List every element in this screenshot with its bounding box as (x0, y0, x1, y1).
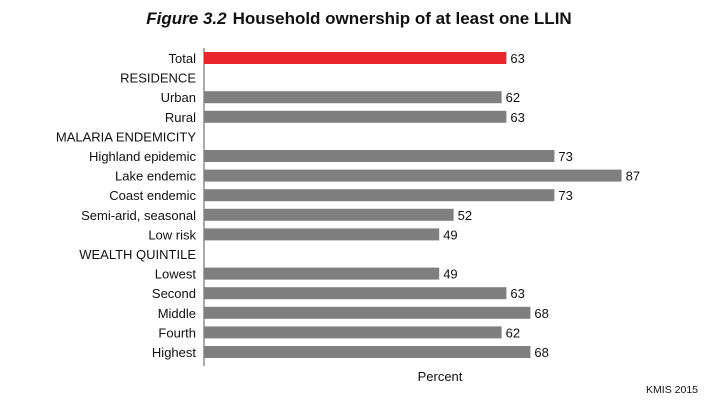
bar-highest (204, 346, 531, 358)
data-label-second: 63 (510, 286, 524, 301)
data-label-lake-endemic: 87 (626, 169, 640, 184)
category-label-low-risk: Low risk (148, 227, 196, 242)
bars-group: Total 63 RESIDENCE Urban 62 Rural 63 MALARIA EN… (56, 51, 640, 360)
data-label-middle: 68 (534, 306, 548, 321)
source-note: KMIS 2015 (646, 384, 698, 396)
category-label-highland-epidemic: Highland epidemic (89, 149, 196, 164)
category-label-middle: Middle (158, 306, 196, 321)
data-label-low-risk: 49 (443, 227, 457, 242)
bar-total (204, 52, 507, 64)
bar-low-risk (204, 228, 440, 241)
bar-rural (204, 110, 507, 123)
category-label-rural: Rural (165, 110, 196, 125)
bar-lake-endemic (204, 169, 622, 182)
bar-urban (204, 91, 502, 104)
data-label-rural: 63 (510, 110, 524, 125)
category-label-total: Total (169, 51, 197, 66)
data-label-semi-arid-seasonal: 52 (458, 208, 472, 223)
bar-coast-endemic (204, 189, 555, 202)
x-axis-label: Percent (418, 369, 463, 384)
category-label-urban: Urban (161, 90, 196, 105)
bar-lowest (204, 267, 440, 280)
bar-semi-arid-seasonal (204, 208, 454, 221)
data-label-highland-epidemic: 73 (558, 149, 572, 164)
data-label-total: 63 (510, 51, 524, 66)
category-label-highest: Highest (152, 345, 196, 360)
chart-title: Figure 3.2 Household ownership of at leas… (0, 9, 718, 29)
data-label-urban: 62 (506, 90, 520, 105)
category-label-lowest: Lowest (155, 267, 197, 282)
bar-highland-epidemic (204, 150, 555, 162)
category-label-wealth-quintile: WEALTH QUINTILE (79, 247, 196, 262)
bar-middle (204, 306, 531, 319)
category-label-lake-endemic: Lake endemic (115, 169, 196, 184)
category-label-residence: RESIDENCE (120, 71, 196, 86)
data-label-lowest: 49 (443, 267, 457, 282)
category-label-fourth: Fourth (158, 325, 196, 340)
figure-title: Household ownership of at least one LLIN (232, 9, 572, 28)
bar-fourth (204, 326, 502, 339)
figure-number: Figure 3.2 (146, 9, 227, 28)
category-label-semi-arid-seasonal: Semi-arid, seasonal (81, 208, 196, 223)
data-label-fourth: 62 (506, 325, 520, 340)
category-label-malaria-endemicity: MALARIA ENDEMICITY (56, 129, 196, 144)
data-label-coast-endemic: 73 (558, 188, 572, 203)
bar-second (204, 287, 507, 300)
data-label-highest: 68 (534, 345, 548, 360)
category-label-second: Second (152, 286, 196, 301)
category-label-coast-endemic: Coast endemic (109, 188, 196, 203)
